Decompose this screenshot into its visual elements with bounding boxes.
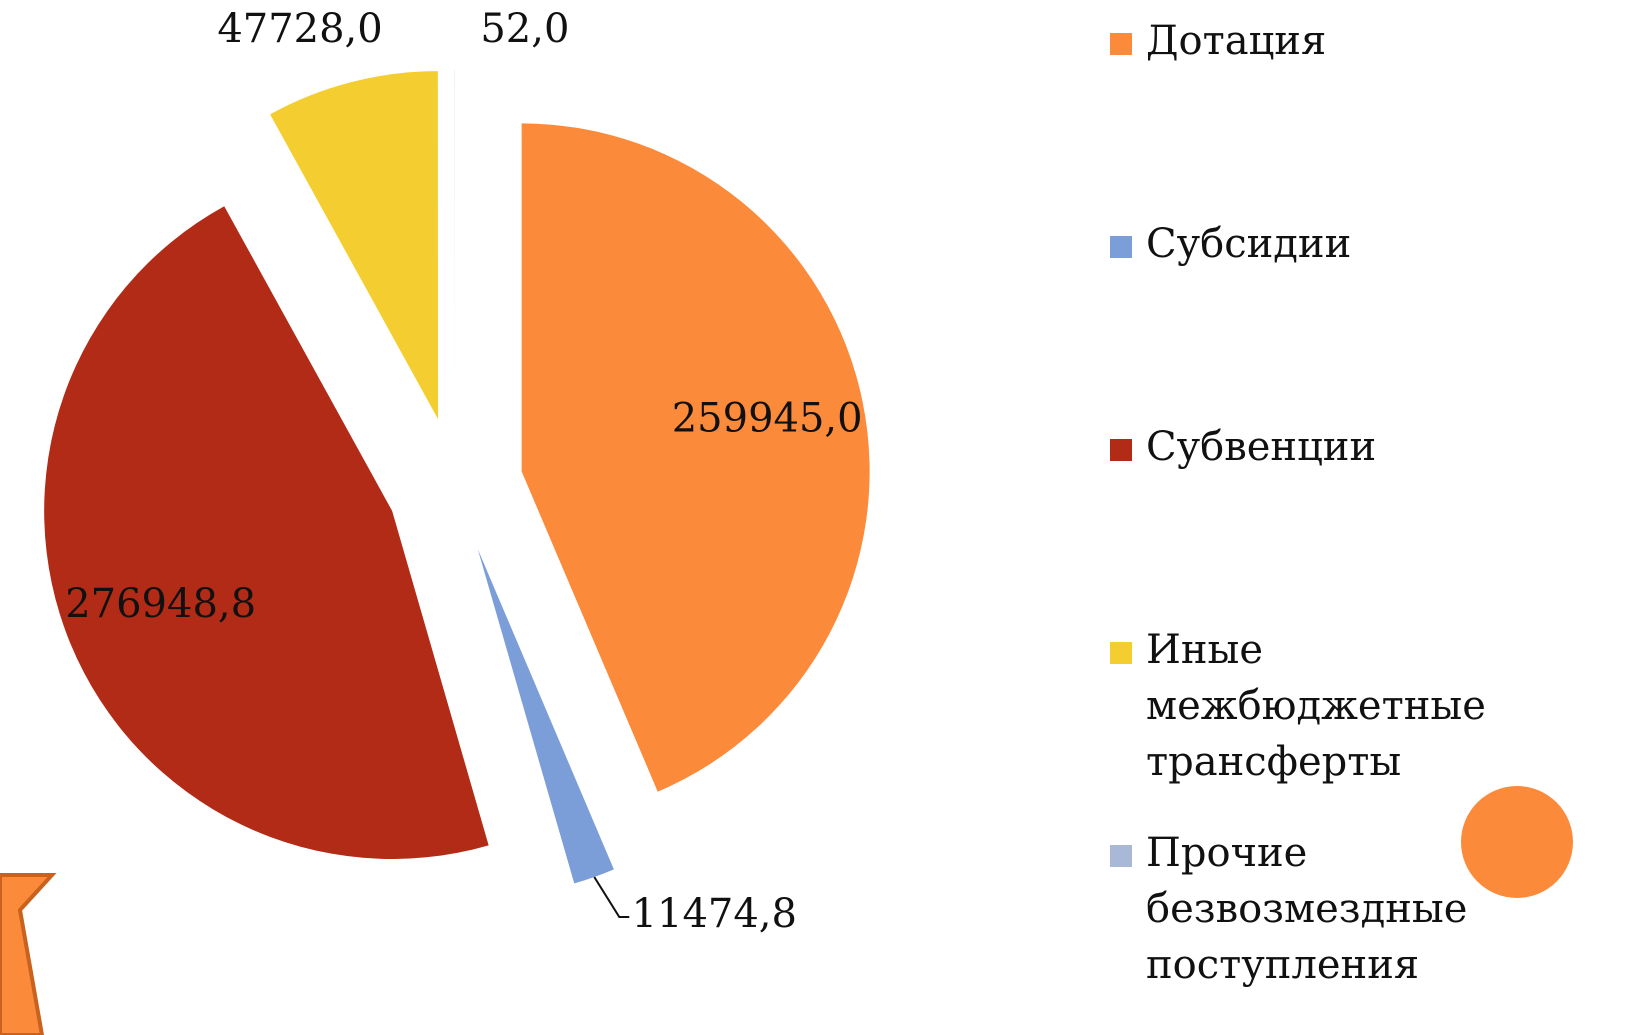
decor-star xyxy=(0,873,57,1035)
data-label: 276948,8 xyxy=(65,581,256,627)
legend-line: поступления xyxy=(1146,942,1419,988)
data-label: 47728,0 xyxy=(217,6,382,52)
legend-swatch xyxy=(1110,439,1132,461)
pie-slice xyxy=(521,123,870,792)
legend-line: Иные xyxy=(1146,627,1263,673)
legend-label: Дотация xyxy=(1146,18,1326,64)
leader-line xyxy=(593,876,630,918)
legend-swatch xyxy=(1110,33,1132,55)
pie-slice xyxy=(477,549,614,884)
legend-line: межбюджетные xyxy=(1146,683,1486,729)
legend-label: Иные межбюджетные трансферты xyxy=(1146,627,1486,785)
legend-label: Субвенции xyxy=(1146,424,1376,470)
data-label: 52,0 xyxy=(480,6,569,52)
legend-line: трансферты xyxy=(1146,739,1401,785)
legend-label: Прочие безвозмездные поступления xyxy=(1146,830,1467,988)
legend-label: Субсидии xyxy=(1146,221,1351,267)
pie-slice xyxy=(270,71,439,420)
legend-line: Прочие xyxy=(1146,830,1307,876)
legend-swatch xyxy=(1110,845,1132,867)
legend-swatch xyxy=(1110,642,1132,664)
pie-slice xyxy=(44,206,489,859)
decor-circle xyxy=(1461,786,1573,898)
legend-swatch xyxy=(1110,236,1132,258)
data-label: 259945,0 xyxy=(672,395,863,441)
legend-line: безвозмездные xyxy=(1146,886,1467,932)
data-label: 11474,8 xyxy=(632,891,797,937)
